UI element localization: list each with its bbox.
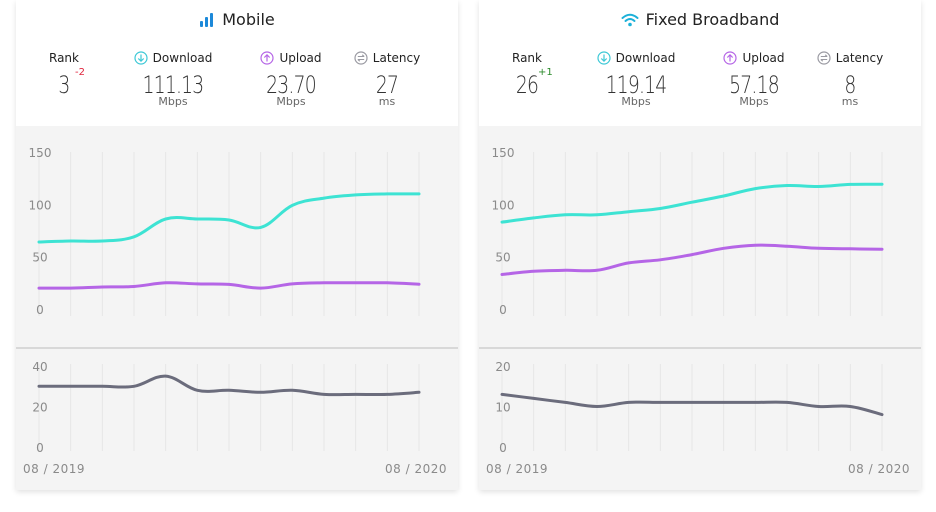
signal-bars-icon [200, 12, 214, 27]
latency-arrows-icon [817, 51, 831, 65]
latency-stat: Latency 8 ms [795, 50, 905, 108]
fixed-chart-area: 0 50 100 150 0 10 20 08 / 2019 08 / 2020 [479, 126, 921, 490]
upload-value: 23.70 [266, 71, 316, 99]
upload-label: Upload [279, 51, 322, 65]
y-tick-label: 100 [492, 198, 515, 212]
y-tick-label: 100 [29, 198, 52, 212]
wifi-icon [621, 13, 639, 26]
mobile-chart: 0 50 100 150 0 20 40 [16, 146, 458, 455]
download-series-line [37, 192, 421, 244]
rank-change: -2 [75, 67, 85, 78]
download-value: 119.14 [605, 71, 668, 99]
download-arrow-icon [134, 51, 148, 65]
latency-unit: ms [841, 95, 859, 108]
y-tick-label: 0 [36, 303, 44, 317]
y-tick-label: 0 [499, 303, 507, 317]
y-tick-label: 150 [29, 146, 52, 160]
upload-stat: Upload 23.70 Mbps [236, 50, 346, 108]
rank-label: Rank [512, 51, 542, 65]
rank-change: +1 [538, 67, 553, 78]
panel-title: Fixed Broadband [479, 10, 921, 29]
y-tick-label: 150 [492, 146, 515, 160]
download-arrow-icon [597, 51, 611, 65]
upload-arrow-icon [260, 51, 275, 65]
latency-label: Latency [372, 51, 421, 65]
mobile-header: Mobile Rank 3 -2 Download 111.13 Mbps [16, 0, 458, 126]
latency-arrows-icon [354, 51, 368, 65]
x-start-label: 08 / 2019 [23, 462, 85, 476]
download-unit: Mbps [621, 95, 651, 108]
rank-value: 26 [515, 71, 539, 99]
stats-row: Rank 3 -2 Download 111.13 Mbps [16, 50, 458, 120]
upload-label: Upload [742, 51, 785, 65]
y-tick-label: 50 [495, 251, 510, 265]
latency-value: 27 [375, 71, 399, 99]
download-value: 111.13 [142, 71, 205, 99]
fixed-header: Fixed Broadband Rank 26 +1 Download 119.… [479, 0, 921, 126]
latency-series-line [37, 374, 421, 397]
latency-label: Latency [835, 51, 884, 65]
y-tick-label: 0 [499, 441, 507, 455]
y-tick-label: 0 [36, 441, 44, 455]
panel-title: Mobile [16, 10, 458, 29]
download-label: Download [152, 51, 213, 65]
mobile-panel: Mobile Rank 3 -2 Download 111.13 Mbps [16, 0, 458, 490]
download-unit: Mbps [158, 95, 188, 108]
x-end-label: 08 / 2020 [385, 462, 447, 476]
rank-value: 3 [58, 71, 70, 99]
download-stat: Download 119.14 Mbps [581, 50, 691, 108]
download-label: Download [615, 51, 676, 65]
fixed-chart: 0 50 100 150 0 10 20 [479, 146, 921, 455]
upload-arrow-icon [723, 51, 738, 65]
upload-series-line [500, 243, 884, 276]
download-series-line [500, 182, 884, 224]
rank-stat: Rank 26 +1 [472, 50, 582, 98]
latency-unit: ms [378, 95, 396, 108]
stats-row: Rank 26 +1 Download 119.14 Mbps [479, 50, 921, 120]
mobile-chart-area: 0 50 100 150 0 20 40 08 / 2019 08 / 2020 [16, 126, 458, 490]
upload-stat: Upload 57.18 Mbps [699, 50, 809, 108]
upload-unit: Mbps [739, 95, 769, 108]
panel-title-text: Mobile [222, 10, 275, 29]
download-stat: Download 111.13 Mbps [118, 50, 228, 108]
latency-value: 8 [844, 71, 856, 99]
y-tick-label: 50 [32, 251, 47, 265]
rank-stat: Rank 3 -2 [9, 50, 119, 98]
panel-title-text: Fixed Broadband [645, 10, 780, 29]
upload-unit: Mbps [276, 95, 306, 108]
y-tick-label: 40 [32, 360, 47, 374]
latency-series-line [500, 392, 884, 417]
y-tick-label: 20 [32, 401, 47, 415]
x-end-label: 08 / 2020 [848, 462, 910, 476]
fixed-panel: Fixed Broadband Rank 26 +1 Download 119.… [479, 0, 921, 490]
rank-label: Rank [49, 51, 79, 65]
y-tick-label: 10 [495, 401, 510, 415]
upload-series-line [37, 281, 421, 290]
upload-value: 57.18 [729, 71, 779, 99]
y-tick-label: 20 [495, 360, 510, 374]
latency-stat: Latency 27 ms [332, 50, 442, 108]
x-start-label: 08 / 2019 [486, 462, 548, 476]
